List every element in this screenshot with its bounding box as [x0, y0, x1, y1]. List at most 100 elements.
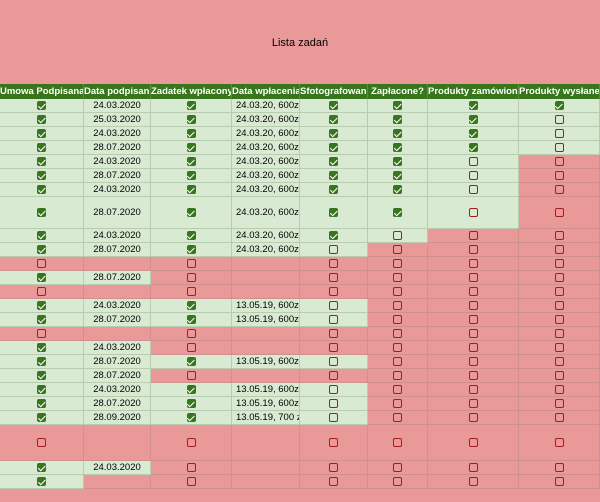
- cell-data-wplacenia[interactable]: [232, 271, 300, 285]
- cell-data-wplacenia[interactable]: [232, 461, 300, 475]
- cell-data-podpisania[interactable]: 24.03.2020: [84, 127, 151, 141]
- cell-zaplacone[interactable]: [368, 155, 428, 169]
- checkbox-checked[interactable]: [186, 171, 196, 180]
- checkbox-checked[interactable]: [186, 208, 196, 217]
- checkbox-unchecked[interactable]: [329, 477, 338, 486]
- checkbox-unchecked[interactable]: [468, 385, 478, 394]
- cell-wyslane[interactable]: [519, 299, 600, 313]
- cell-umowa[interactable]: [0, 113, 84, 127]
- cell-zadatek[interactable]: [151, 271, 232, 285]
- checkbox-checked[interactable]: [186, 143, 196, 152]
- checkbox-checked[interactable]: [37, 399, 46, 408]
- cell-data-wplacenia[interactable]: 24.03.20, 600zł: [232, 127, 300, 141]
- cell-sfotografowane[interactable]: [300, 475, 368, 489]
- cell-zaplacone[interactable]: [368, 271, 428, 285]
- checkbox-unchecked[interactable]: [554, 357, 564, 366]
- cell-zamowione[interactable]: [428, 355, 519, 369]
- cell-zamowione[interactable]: [428, 397, 519, 411]
- cell-data-podpisania[interactable]: 24.03.2020: [84, 299, 151, 313]
- cell-data-podpisania[interactable]: 28.07.2020: [84, 169, 151, 183]
- cell-wyslane[interactable]: [519, 155, 600, 169]
- cell-wyslane[interactable]: [519, 197, 600, 229]
- cell-zadatek[interactable]: [151, 169, 232, 183]
- checkbox-checked[interactable]: [186, 245, 196, 254]
- checkbox-unchecked[interactable]: [554, 129, 564, 138]
- checkbox-unchecked[interactable]: [186, 477, 196, 486]
- checkbox-checked[interactable]: [37, 157, 46, 166]
- checkbox-checked[interactable]: [393, 115, 402, 124]
- checkbox-unchecked[interactable]: [554, 208, 564, 217]
- checkbox-checked[interactable]: [329, 185, 338, 194]
- cell-data-wplacenia[interactable]: 13.05.19, 600zł: [232, 313, 300, 327]
- cell-zadatek[interactable]: [151, 369, 232, 383]
- cell-zaplacone[interactable]: [368, 169, 428, 183]
- header-data-podpisania[interactable]: Data podpisania: [84, 84, 151, 99]
- cell-umowa[interactable]: [0, 369, 84, 383]
- title-cell[interactable]: Lista zadań: [0, 0, 600, 84]
- cell-zamowione[interactable]: [428, 229, 519, 243]
- checkbox-unchecked[interactable]: [554, 185, 564, 194]
- cell-zamowione[interactable]: [428, 271, 519, 285]
- cell-sfotografowane[interactable]: [300, 99, 368, 113]
- checkbox-checked[interactable]: [186, 157, 196, 166]
- cell-sfotografowane[interactable]: [300, 243, 368, 257]
- header-umowa[interactable]: Umowa Podpisana?: [0, 84, 84, 99]
- checkbox-checked[interactable]: [393, 143, 402, 152]
- checkbox-checked[interactable]: [37, 171, 46, 180]
- cell-zadatek[interactable]: [151, 411, 232, 425]
- checkbox-unchecked[interactable]: [329, 259, 338, 268]
- cell-zaplacone[interactable]: [368, 355, 428, 369]
- cell-zaplacone[interactable]: [368, 299, 428, 313]
- cell-sfotografowane[interactable]: [300, 327, 368, 341]
- checkbox-unchecked[interactable]: [393, 329, 402, 338]
- checkbox-checked[interactable]: [329, 231, 338, 240]
- checkbox-checked[interactable]: [186, 413, 196, 422]
- checkbox-checked[interactable]: [329, 115, 338, 124]
- checkbox-unchecked[interactable]: [554, 157, 564, 166]
- cell-zaplacone[interactable]: [368, 313, 428, 327]
- checkbox-unchecked[interactable]: [468, 399, 478, 408]
- cell-data-wplacenia[interactable]: 13.05.19, 600zł: [232, 383, 300, 397]
- checkbox-checked[interactable]: [468, 101, 478, 110]
- cell-umowa[interactable]: [0, 355, 84, 369]
- checkbox-checked[interactable]: [37, 245, 46, 254]
- checkbox-checked[interactable]: [393, 101, 402, 110]
- cell-wyslane[interactable]: [519, 113, 600, 127]
- cell-zadatek[interactable]: [151, 425, 232, 461]
- cell-umowa[interactable]: [0, 461, 84, 475]
- cell-data-wplacenia[interactable]: 13.05.19, 600zł: [232, 397, 300, 411]
- cell-zadatek[interactable]: [151, 397, 232, 411]
- cell-data-wplacenia[interactable]: 24.03.20, 600zł: [232, 141, 300, 155]
- checkbox-checked[interactable]: [329, 208, 338, 217]
- checkbox-unchecked[interactable]: [37, 259, 46, 268]
- checkbox-checked[interactable]: [37, 315, 46, 324]
- checkbox-checked[interactable]: [329, 129, 338, 138]
- checkbox-unchecked[interactable]: [554, 438, 564, 447]
- cell-data-podpisania[interactable]: 28.07.2020: [84, 355, 151, 369]
- cell-data-podpisania[interactable]: 24.03.2020: [84, 229, 151, 243]
- cell-zaplacone[interactable]: [368, 127, 428, 141]
- cell-data-podpisania[interactable]: [84, 327, 151, 341]
- cell-wyslane[interactable]: [519, 183, 600, 197]
- checkbox-unchecked[interactable]: [554, 399, 564, 408]
- checkbox-checked[interactable]: [186, 115, 196, 124]
- cell-data-podpisania[interactable]: 28.09.2020: [84, 411, 151, 425]
- cell-sfotografowane[interactable]: [300, 155, 368, 169]
- checkbox-checked[interactable]: [329, 157, 338, 166]
- checkbox-checked[interactable]: [186, 129, 196, 138]
- checkbox-checked[interactable]: [186, 357, 196, 366]
- cell-umowa[interactable]: [0, 383, 84, 397]
- cell-zaplacone[interactable]: [368, 229, 428, 243]
- checkbox-checked[interactable]: [37, 371, 46, 380]
- checkbox-unchecked[interactable]: [554, 413, 564, 422]
- checkbox-checked[interactable]: [37, 101, 46, 110]
- cell-wyslane[interactable]: [519, 229, 600, 243]
- cell-sfotografowane[interactable]: [300, 257, 368, 271]
- cell-zamowione[interactable]: [428, 313, 519, 327]
- checkbox-checked[interactable]: [37, 357, 46, 366]
- checkbox-checked[interactable]: [37, 477, 46, 486]
- checkbox-unchecked[interactable]: [468, 315, 478, 324]
- checkbox-checked[interactable]: [186, 399, 196, 408]
- cell-sfotografowane[interactable]: [300, 425, 368, 461]
- cell-data-podpisania[interactable]: [84, 425, 151, 461]
